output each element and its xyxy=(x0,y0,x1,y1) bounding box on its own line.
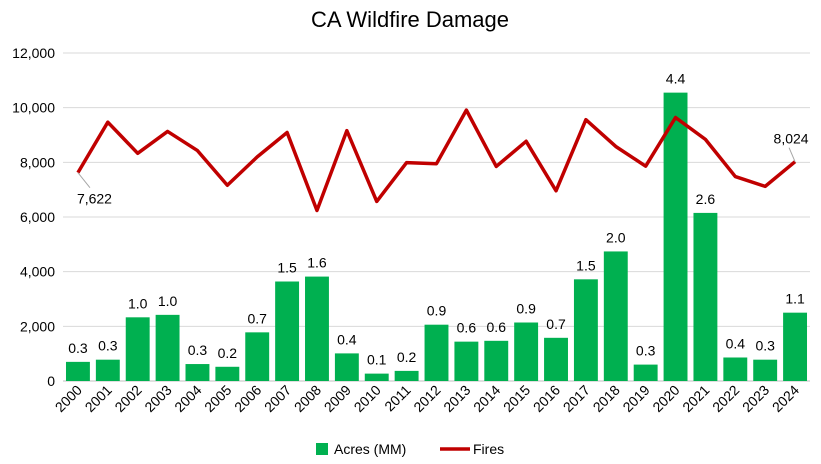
x-tick-label: 2000 xyxy=(52,382,85,415)
x-axis-ticks: 2000200120022003200420052006200720082009… xyxy=(52,382,803,415)
bar-data-label: 1.1 xyxy=(785,291,805,307)
x-tick-label: 2021 xyxy=(679,382,712,415)
x-tick-label: 2022 xyxy=(709,382,742,415)
bar xyxy=(514,322,539,381)
bar-data-label: 1.5 xyxy=(277,260,297,276)
bar-data-label: 4.4 xyxy=(666,71,686,87)
bar-data-label: 1.5 xyxy=(576,257,596,273)
bar xyxy=(753,359,778,381)
y-tick-label: 8,000 xyxy=(20,154,55,170)
y-tick-label: 4,000 xyxy=(20,264,55,280)
legend-label-acres: Acres (MM) xyxy=(334,441,406,457)
chart-title: CA Wildfire Damage xyxy=(311,7,509,32)
y-tick-label: 10,000 xyxy=(12,100,55,116)
leader-line xyxy=(788,147,796,162)
x-tick-label: 2007 xyxy=(261,382,294,415)
x-tick-label: 2024 xyxy=(769,382,802,415)
y-tick-label: 6,000 xyxy=(20,209,55,225)
bar-data-label: 2.0 xyxy=(606,229,626,245)
x-tick-label: 2010 xyxy=(351,382,384,415)
y-tick-label: 2,000 xyxy=(20,318,55,334)
bar xyxy=(573,279,598,381)
bar xyxy=(334,353,359,381)
x-tick-label: 2019 xyxy=(619,382,652,415)
x-tick-label: 2001 xyxy=(82,382,115,415)
bar xyxy=(633,364,658,381)
x-tick-label: 2018 xyxy=(590,382,623,415)
bar-data-label: 0.2 xyxy=(218,345,238,361)
bar-data-label: 0.3 xyxy=(188,342,208,358)
x-tick-label: 2011 xyxy=(381,382,414,415)
x-tick-label: 2016 xyxy=(530,382,563,415)
bar-data-label: 0.3 xyxy=(98,338,118,354)
x-tick-label: 2017 xyxy=(560,382,593,415)
bar xyxy=(484,340,509,381)
bar-data-label: 0.4 xyxy=(337,331,357,347)
leader-line xyxy=(77,172,91,188)
bar-data-label: 0.4 xyxy=(726,335,746,351)
x-tick-label: 2005 xyxy=(201,382,234,415)
bar xyxy=(394,370,419,381)
x-tick-label: 2012 xyxy=(410,382,443,415)
line-data-label: 8,024 xyxy=(774,131,809,147)
x-tick-label: 2020 xyxy=(649,382,682,415)
bar xyxy=(185,364,210,381)
bar xyxy=(544,337,568,381)
x-tick-label: 2003 xyxy=(141,382,174,415)
legend: Acres (MM) Fires xyxy=(316,441,504,457)
legend-swatch-acres xyxy=(316,443,328,455)
bar xyxy=(65,361,90,381)
y-tick-label: 12,000 xyxy=(12,45,55,61)
bar-data-label: 0.6 xyxy=(487,319,507,335)
x-tick-label: 2014 xyxy=(470,382,503,415)
line-series: 7,622 8,024 xyxy=(76,108,809,213)
bar-series: 0.3 0.3 1.0 1.0 0.3 0.2 0.7 1.5 1.6 0.4 0.1 0.2 0.9 0… xyxy=(65,71,808,381)
bar xyxy=(603,251,628,381)
x-tick-label: 2004 xyxy=(171,382,204,415)
x-tick-label: 2015 xyxy=(500,382,533,415)
bar xyxy=(125,317,150,381)
bar xyxy=(454,341,479,381)
bar-data-label: 0.3 xyxy=(755,338,775,354)
bar-data-label: 0.3 xyxy=(68,340,88,356)
bar-data-label: 2.6 xyxy=(696,191,716,207)
bar-data-label: 1.0 xyxy=(128,295,148,311)
bar-data-label: 0.3 xyxy=(636,343,656,359)
bar-data-label: 0.9 xyxy=(427,303,447,319)
x-tick-label: 2009 xyxy=(321,382,354,415)
bar-data-label: 0.9 xyxy=(516,301,536,317)
bar xyxy=(693,212,718,381)
x-tick-label: 2006 xyxy=(231,382,264,415)
bar-data-label: 0.6 xyxy=(457,320,477,336)
bar xyxy=(95,359,120,381)
bar xyxy=(275,281,300,381)
bar xyxy=(155,314,180,381)
bar xyxy=(364,373,389,381)
x-tick-label: 2002 xyxy=(111,382,144,415)
bar-data-label: 0.7 xyxy=(546,316,566,332)
bar xyxy=(424,324,449,381)
bar xyxy=(245,332,270,381)
x-tick-label: 2008 xyxy=(291,382,324,415)
bar-data-label: 0.7 xyxy=(247,310,267,326)
y-axis-ticks: 0 2,000 4,000 6,000 8,000 10,000 12,000 xyxy=(12,45,55,389)
y-tick-label: 0 xyxy=(47,373,55,389)
bar xyxy=(215,366,240,381)
bar xyxy=(305,276,329,381)
line-data-label: 7,622 xyxy=(77,191,112,207)
legend-label-fires: Fires xyxy=(473,441,504,457)
bar xyxy=(663,92,688,381)
bar xyxy=(723,357,748,381)
bar-data-label: 0.1 xyxy=(367,352,387,368)
bar xyxy=(783,312,808,381)
bar-data-label: 0.2 xyxy=(397,349,417,365)
x-tick-label: 2023 xyxy=(739,382,772,415)
bar-data-label: 1.6 xyxy=(307,255,327,271)
x-tick-label: 2013 xyxy=(440,382,473,415)
bar-data-label: 1.0 xyxy=(158,293,178,309)
